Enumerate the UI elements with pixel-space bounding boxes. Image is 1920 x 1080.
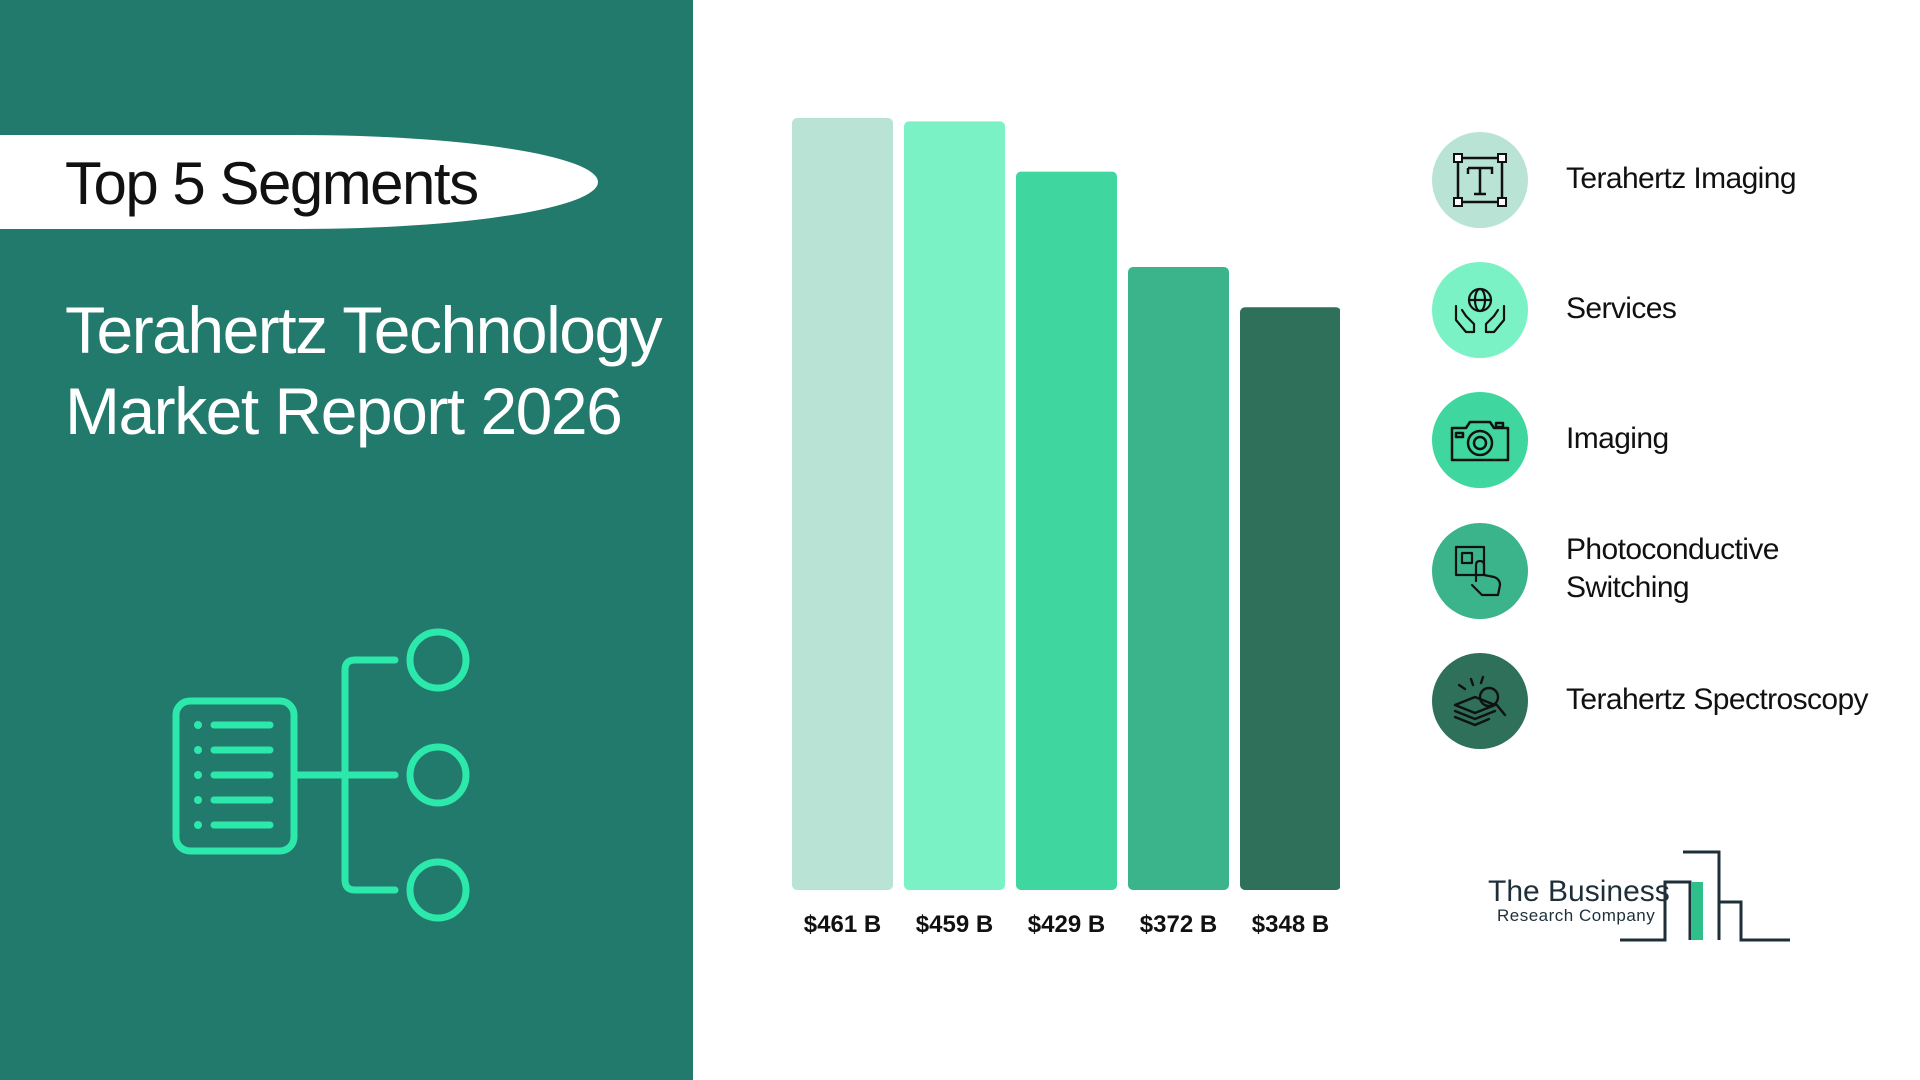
legend-item-terahertz-imaging: Terahertz Imaging (1432, 132, 1892, 228)
bar-4 (1240, 307, 1340, 890)
report-title-line1: Terahertz Technology (65, 293, 663, 367)
bar-1 (904, 121, 1005, 890)
hierarchy-icon (172, 628, 470, 922)
hands-globe-icon (1454, 287, 1506, 334)
bar-value-label-3: $372 B (1140, 911, 1217, 938)
legend-swatch (1432, 523, 1528, 619)
logo-line1: The Business (1488, 875, 1670, 908)
logo-line2: Research Company (1497, 906, 1655, 925)
legend-swatch (1432, 132, 1528, 228)
legend-label: Terahertz Imaging (1566, 162, 1797, 195)
legend-swatch (1432, 262, 1528, 358)
legend-item-services: Services (1432, 262, 1892, 358)
left-panel: Top 5 Segments Terahertz Technology Mark… (0, 0, 693, 1080)
touch-screen-icon (1454, 545, 1502, 597)
magnifier-layers-icon (1453, 675, 1507, 727)
text-frame-icon (1453, 153, 1507, 207)
bar-2 (1016, 171, 1117, 890)
legend-item-photoconductive-switching: Photoconductive Switching (1432, 523, 1892, 619)
legend-swatch (1432, 392, 1528, 488)
legend-label: Services (1566, 292, 1677, 325)
bar-0 (792, 118, 893, 890)
company-logo: The Business Research Company (1488, 850, 1790, 942)
bar-value-label-0: $461 B (804, 911, 881, 938)
bar-value-label-4: $348 B (1252, 911, 1329, 938)
legend-item-imaging: Imaging (1432, 392, 1892, 488)
report-title-line2: Market Report 2026 (65, 374, 623, 448)
legend-item-terahertz-spectroscopy: Terahertz Spectroscopy (1432, 653, 1892, 749)
legend-label: Photoconductive Switching (1566, 533, 1779, 604)
bar-value-label-1: $459 B (916, 911, 993, 938)
legend-label: Terahertz Spectroscopy (1566, 683, 1869, 716)
segments-banner: Top 5 Segments (0, 135, 598, 229)
camera-icon (1450, 420, 1510, 462)
legend-label: Imaging (1566, 422, 1669, 455)
legend-swatch (1432, 653, 1528, 749)
banner-title: Top 5 Segments (65, 150, 479, 217)
bar-value-label-2: $429 B (1028, 911, 1105, 938)
bar-3 (1128, 267, 1229, 890)
bar-chart: $461 B $459 B $429 B $372 B $348 B (792, 118, 1340, 938)
